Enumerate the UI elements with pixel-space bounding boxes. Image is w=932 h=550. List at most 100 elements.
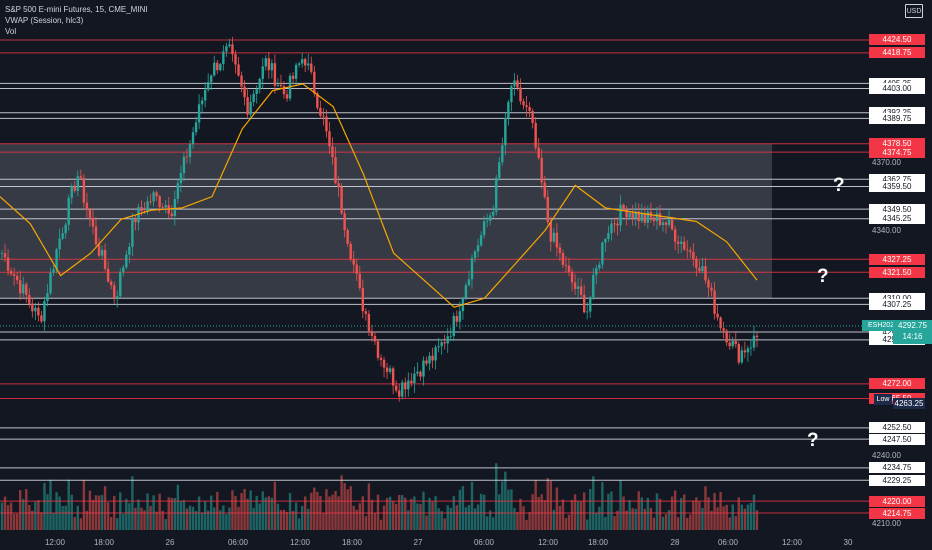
candle-body <box>540 157 543 183</box>
volume-bar <box>225 514 228 530</box>
candle-body <box>604 239 607 243</box>
volume-bar <box>279 510 283 530</box>
volume-bar <box>598 506 601 530</box>
candle-body <box>498 162 501 178</box>
candle-body <box>652 217 656 222</box>
volume-legend: Vol <box>5 27 17 36</box>
volume-bar <box>258 503 261 530</box>
volume-bar <box>316 491 319 530</box>
volume-bar <box>61 505 64 530</box>
volume-bar <box>228 507 231 530</box>
candle-body <box>325 116 328 132</box>
price-level-tag: 4252.50 <box>869 422 925 434</box>
volume-bar <box>252 507 255 530</box>
volume-bar <box>128 503 131 530</box>
volume-bar <box>722 506 725 530</box>
candle-body <box>9 270 13 275</box>
candle-body <box>158 196 161 208</box>
volume-bar <box>525 519 528 530</box>
volume-bar <box>637 491 640 530</box>
price-level-tag: 4310.00 <box>869 292 925 304</box>
price-level-tag: 4234.75 <box>869 462 925 474</box>
volume-bar <box>713 493 716 530</box>
candle-body <box>149 201 152 203</box>
volume-bar <box>346 489 349 530</box>
volume-bar <box>46 494 49 530</box>
volume-bar <box>25 489 28 530</box>
candle-body <box>100 250 104 256</box>
volume-bar <box>143 510 146 530</box>
volume-bar <box>376 494 380 530</box>
volume-bar <box>116 517 119 530</box>
candle-body <box>589 297 592 312</box>
candle-body <box>425 360 428 364</box>
candle-body <box>40 315 43 322</box>
volume-bar <box>367 483 371 530</box>
candle-body <box>94 226 98 245</box>
volume-bar <box>325 489 328 530</box>
candle-body <box>743 350 747 353</box>
volume-bar <box>485 516 489 530</box>
volume-bar <box>270 497 274 530</box>
candle-body <box>607 233 610 240</box>
vwap-legend: VWAP (Session, hlc3) <box>5 16 84 25</box>
volume-bar <box>161 510 164 530</box>
volume-bar <box>543 500 546 530</box>
question-mark-annotation[interactable]: ? <box>807 430 819 451</box>
candle-body <box>549 222 553 242</box>
volume-bar <box>28 505 31 530</box>
question-mark-annotation[interactable]: ? <box>817 266 829 287</box>
candle-body <box>601 242 604 265</box>
volume-bar <box>109 517 113 530</box>
time-axis-label: 06:00 <box>227 538 249 547</box>
volume-bar <box>322 513 325 530</box>
volume-bar <box>158 493 161 530</box>
candle-body <box>622 204 625 210</box>
symbol-tag: ESH2022 <box>862 320 904 331</box>
price-level-tag-red: 4424.50 <box>869 34 925 46</box>
candle-body <box>598 264 601 269</box>
volume-bar <box>613 516 616 530</box>
candle-body <box>713 290 716 314</box>
candle-body <box>279 84 283 87</box>
candle-body <box>249 101 252 115</box>
volume-bar <box>216 491 219 530</box>
volume-bar <box>458 489 462 530</box>
volume-bar <box>0 502 4 530</box>
candle-body <box>434 347 437 361</box>
candle-body <box>679 241 683 244</box>
volume-bar <box>173 497 177 530</box>
candle-body <box>646 211 650 223</box>
candle-body <box>637 211 640 222</box>
volume-bar <box>419 503 422 530</box>
volume-bar <box>649 507 653 530</box>
volume-bar <box>12 513 16 530</box>
candle-body <box>18 280 22 294</box>
candle-body <box>197 104 201 123</box>
candle-body <box>79 176 83 178</box>
question-mark-annotation[interactable]: ? <box>833 175 845 196</box>
candle-body <box>34 307 37 312</box>
candle-body <box>485 220 489 222</box>
volume-bar <box>513 508 516 530</box>
volume-bar <box>555 487 559 530</box>
volume-bar <box>534 480 537 530</box>
volume-bar <box>167 497 170 530</box>
volume-bar <box>695 497 698 530</box>
volume-bar <box>18 490 22 530</box>
price-level-tag-red: 4220.00 <box>869 495 925 507</box>
currency-button[interactable]: USD <box>905 4 923 18</box>
candle-body <box>528 107 531 111</box>
volume-bar <box>531 494 534 530</box>
candle-body <box>416 371 419 374</box>
candle-body <box>25 284 28 295</box>
volume-bar <box>467 505 471 530</box>
volume-bar <box>55 492 58 530</box>
candle-body <box>67 197 70 225</box>
volume-bar <box>31 510 34 530</box>
volume-bar <box>37 500 40 530</box>
candle-body <box>725 330 728 343</box>
volume-bar <box>249 490 252 530</box>
candle-body <box>255 89 258 95</box>
